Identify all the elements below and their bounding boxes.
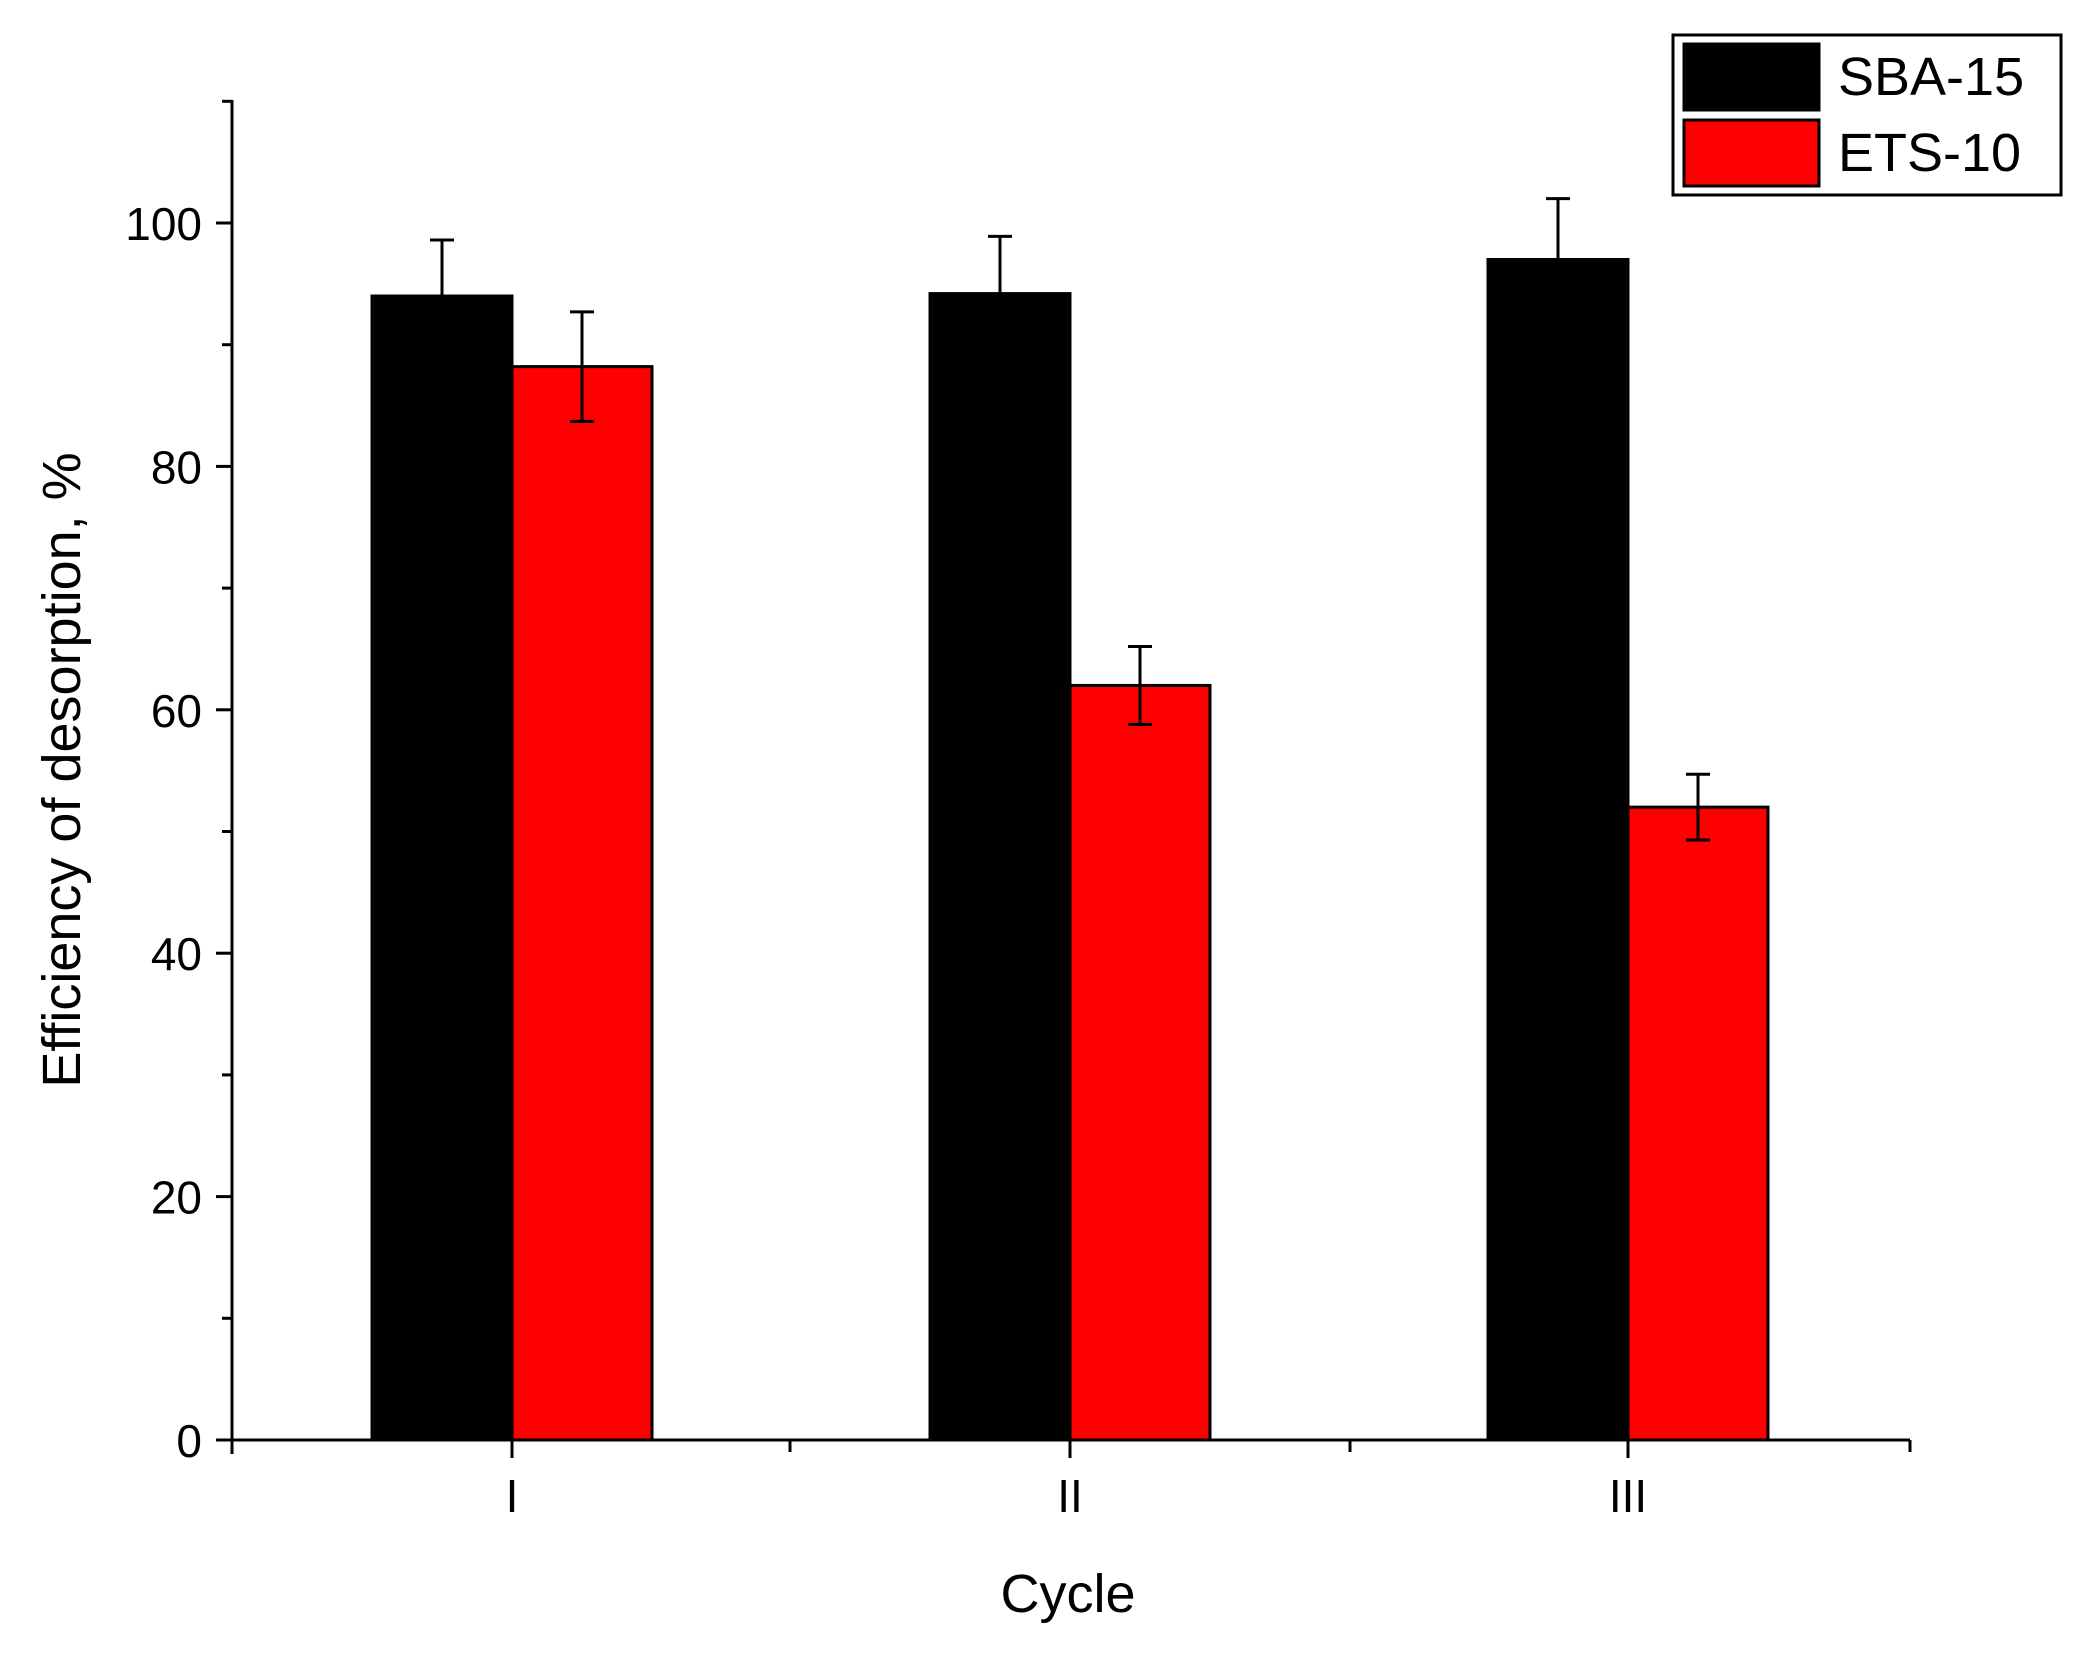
legend-label-sba-15: SBA-15 [1838, 47, 2024, 107]
bar-ets-10-i [510, 365, 654, 1442]
legend: SBA-15 ETS-10 [1671, 33, 2063, 197]
y-tick-label: 60 [151, 685, 202, 737]
bar-ets-10-iii [1626, 805, 1770, 1442]
x-tick-label: II [1057, 1470, 1083, 1522]
bar-sba-15-i [370, 294, 514, 1442]
x-tick-label: III [1609, 1470, 1647, 1522]
bar-sba-15-iii [1486, 258, 1630, 1442]
bars-layer [370, 258, 1770, 1442]
y-axis-label: Efficiency of desorption, % [32, 452, 92, 1087]
y-tick-label: 0 [176, 1415, 202, 1467]
error-bars-layer [430, 197, 1710, 842]
bar-sba-15-ii [928, 292, 1072, 1442]
bar-ets-10-ii [1068, 683, 1212, 1442]
y-tick-label: 100 [125, 198, 202, 250]
y-tick-label: 20 [151, 1172, 202, 1224]
x-tick-label: I [506, 1470, 519, 1522]
y-tick-label: 40 [151, 928, 202, 980]
legend-label-ets-10: ETS-10 [1838, 123, 2021, 183]
y-tick-label: 80 [151, 441, 202, 493]
legend-swatch-sba-15 [1682, 42, 1821, 112]
legend-swatch-ets-10 [1682, 118, 1821, 188]
x-axis-label: Cycle [1000, 1564, 1135, 1624]
